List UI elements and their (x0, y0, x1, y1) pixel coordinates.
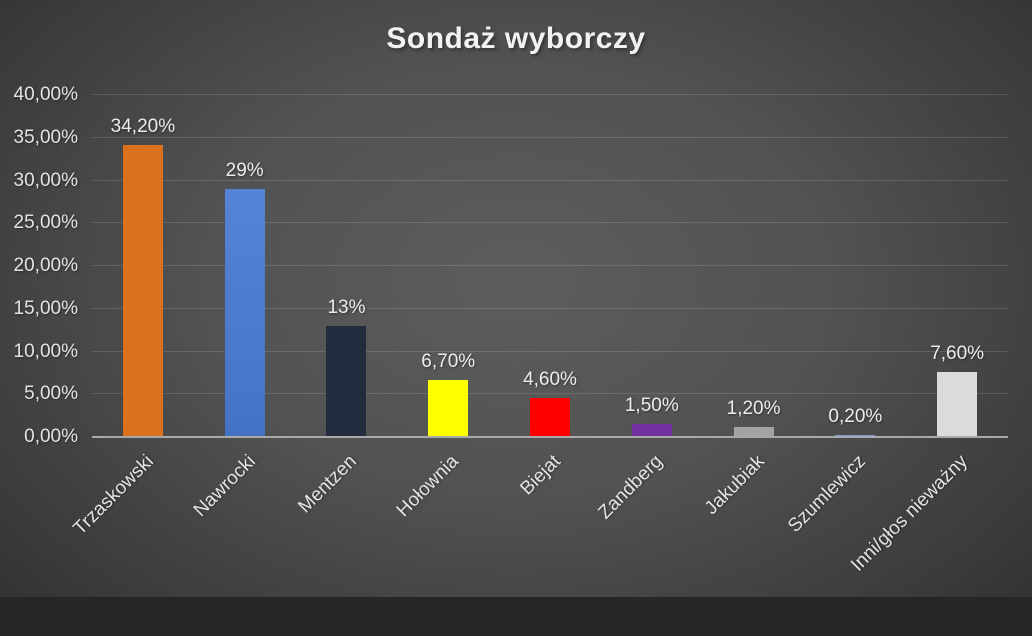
bar-value-label: 29% (225, 160, 264, 182)
bar-slot: 13% (296, 95, 398, 437)
bar-value-label: 34,20% (110, 115, 176, 137)
bar-slot: 1,50% (601, 95, 703, 437)
gridline (92, 136, 1008, 138)
y-tick-label: 40,00% (13, 84, 78, 105)
bar (428, 379, 469, 437)
plot-area: 0,00% 5,00% 10,00% 15,00% 20,00% 25,00% 30,00%… (14, 84, 1008, 447)
bar (122, 144, 163, 437)
bars: 34,20% 29% 13% 6,70% 4,60% 1,50% 1,20% 0,20% 7,6… (92, 95, 1008, 437)
bar-slot: 34,20% (92, 95, 194, 437)
bar-value-label: 0,20% (828, 406, 883, 428)
bar-value-label: 1,50% (624, 395, 679, 417)
gridline (92, 307, 1008, 309)
bar (631, 424, 672, 437)
bar-slot: 1,20% (703, 95, 805, 437)
y-tick-label: 15,00% (13, 297, 78, 319)
bar-slot: 6,70% (397, 95, 499, 437)
gridline (92, 94, 1008, 95)
y-tick-label: 0,00% (24, 426, 78, 447)
category-slot: Inni/głos nieważny (847, 449, 1008, 597)
y-tick-label: 10,00% (13, 340, 78, 362)
y-tick-label: 30,00% (13, 169, 78, 191)
bar-value-label: 13% (327, 296, 366, 318)
y-tick-label: 20,00% (13, 255, 78, 276)
bar (224, 189, 265, 437)
chart-canvas: Sondaż wyborczy 0,00% 5,00% 10,00% 15,00% 20… (0, 0, 1032, 597)
bar-value-label: 6,70% (421, 350, 476, 372)
gridline (92, 350, 1008, 352)
category-label: Trzaskowski (69, 451, 158, 540)
bar (530, 397, 571, 437)
gridline (92, 222, 1008, 224)
y-tick-label: 5,00% (24, 383, 78, 405)
x-axis: Trzaskowski Nawrocki Mentzen Hołownia Biejat… (69, 449, 1008, 597)
bar-slot: 7,60% (906, 95, 1008, 437)
bar (326, 325, 367, 437)
y-tick-label: 25,00% (13, 212, 78, 234)
bar (937, 372, 978, 437)
gridline (92, 179, 1008, 181)
bar-value-label: 4,60% (523, 368, 577, 390)
bar-slot: 4,60% (499, 95, 601, 437)
bar-slot: 0,20% (804, 95, 906, 437)
chart-title: Sondaż wyborczy (386, 22, 646, 55)
bar-value-label: 7,60% (930, 343, 985, 365)
x-axis-line (92, 436, 1008, 438)
y-tick-label: 35,00% (13, 126, 78, 148)
gridline (92, 393, 1008, 395)
bar-slot: 29% (194, 95, 296, 437)
bar (733, 426, 774, 437)
bar-value-label: 1,20% (726, 397, 781, 419)
gridline (92, 265, 1008, 266)
